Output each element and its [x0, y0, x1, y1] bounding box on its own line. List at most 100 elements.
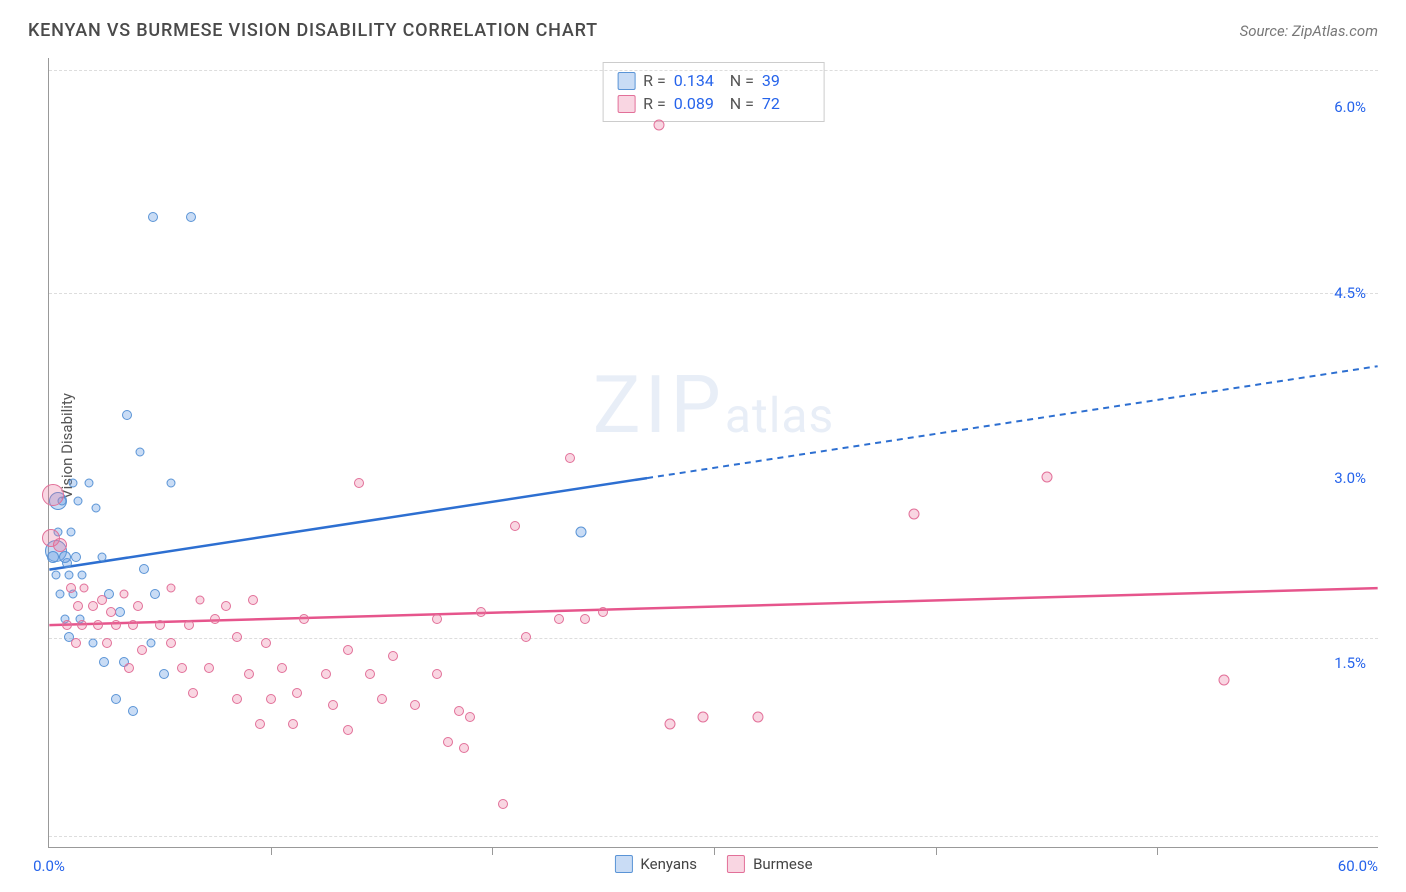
grid-line — [49, 293, 1378, 294]
data-point-kenyans — [166, 478, 175, 487]
data-point-burmese — [354, 478, 364, 488]
data-point-burmese — [753, 712, 764, 723]
data-point-burmese — [328, 700, 338, 710]
data-point-burmese — [377, 694, 387, 704]
data-point-burmese — [598, 607, 608, 617]
data-point-burmese — [248, 595, 258, 605]
r-value-burmese: 0.089 — [674, 94, 722, 113]
data-point-burmese — [93, 620, 103, 630]
legend-label-burmese: Burmese — [753, 855, 813, 873]
swatch-kenyans — [617, 72, 635, 90]
data-point-burmese — [521, 632, 531, 642]
data-point-burmese — [343, 645, 353, 655]
series-legend: Kenyans Burmese — [614, 855, 812, 873]
data-point-burmese — [88, 601, 98, 611]
r-value-kenyans: 0.134 — [674, 71, 722, 90]
data-point-kenyans — [111, 694, 121, 704]
x-tick-label-left: 0.0% — [33, 857, 65, 875]
data-point-burmese — [137, 645, 147, 655]
watermark-zip: ZIP — [593, 358, 725, 452]
data-point-burmese — [459, 743, 469, 753]
data-point-kenyans — [135, 448, 144, 457]
data-point-kenyans — [186, 212, 196, 222]
data-point-kenyans — [150, 589, 160, 599]
data-point-burmese — [97, 595, 107, 605]
data-point-burmese — [321, 669, 331, 679]
data-point-burmese — [299, 614, 309, 624]
data-point-burmese — [184, 620, 194, 630]
trend-line-kenyans — [49, 478, 647, 570]
x-tick — [714, 847, 715, 855]
data-point-burmese — [664, 718, 675, 729]
data-point-burmese — [288, 719, 298, 729]
n-value-kenyans: 39 — [762, 71, 810, 90]
data-point-kenyans — [51, 571, 60, 580]
data-point-burmese — [1218, 675, 1229, 686]
data-point-burmese — [432, 614, 442, 624]
y-tick-label: 6.0% — [1334, 98, 1366, 116]
data-point-burmese — [77, 620, 87, 630]
data-point-burmese — [432, 669, 442, 679]
legend-item-burmese: Burmese — [727, 855, 813, 873]
stats-row-kenyans: R =0.134N =39 — [617, 69, 810, 92]
data-point-burmese — [261, 638, 271, 648]
x-tick — [936, 847, 937, 855]
data-point-burmese — [102, 638, 112, 648]
legend-label-kenyans: Kenyans — [640, 855, 697, 873]
trend-line-burmese — [49, 588, 1377, 625]
data-point-burmese — [292, 688, 302, 698]
data-point-kenyans — [59, 551, 71, 563]
grid-line — [49, 638, 1378, 639]
data-point-burmese — [908, 508, 919, 519]
watermark: ZIP atlas — [593, 358, 835, 452]
data-point-burmese — [277, 663, 287, 673]
data-point-burmese — [232, 632, 242, 642]
data-point-burmese — [343, 725, 353, 735]
data-point-burmese — [133, 601, 143, 611]
data-point-burmese — [42, 484, 64, 506]
data-point-burmese — [106, 607, 116, 617]
data-point-kenyans — [64, 571, 73, 580]
data-point-burmese — [221, 601, 231, 611]
chart-plot-area: ZIP atlas R =0.134N =39R =0.089N =72 Ken… — [48, 58, 1378, 848]
data-point-burmese — [510, 521, 520, 531]
data-point-burmese — [62, 620, 72, 630]
data-point-burmese — [80, 583, 89, 592]
data-point-burmese — [255, 719, 265, 729]
x-tick — [492, 847, 493, 855]
legend-swatch-kenyans — [614, 855, 632, 873]
grid-line — [49, 836, 1378, 837]
data-point-burmese — [454, 706, 464, 716]
data-point-burmese — [697, 712, 708, 723]
data-point-burmese — [410, 700, 420, 710]
grid-line — [49, 70, 1378, 71]
r-label: R = — [643, 94, 666, 113]
data-point-burmese — [244, 669, 254, 679]
data-point-burmese — [554, 614, 564, 624]
watermark-atlas: atlas — [725, 387, 834, 444]
swatch-burmese — [617, 95, 635, 113]
r-label: R = — [643, 71, 666, 90]
data-point-kenyans — [98, 552, 107, 561]
y-tick-label: 4.5% — [1334, 284, 1366, 302]
data-point-burmese — [204, 663, 214, 673]
n-label: N = — [730, 94, 754, 113]
data-point-kenyans — [159, 669, 169, 679]
data-point-kenyans — [139, 564, 149, 574]
data-point-burmese — [232, 694, 242, 704]
data-point-kenyans — [122, 410, 132, 420]
data-point-kenyans — [84, 478, 93, 487]
data-point-burmese — [1041, 471, 1052, 482]
y-tick-label: 3.0% — [1334, 469, 1366, 487]
data-point-burmese — [128, 620, 138, 630]
data-point-burmese — [177, 663, 187, 673]
data-point-burmese — [498, 799, 508, 809]
data-point-kenyans — [128, 706, 138, 716]
data-point-burmese — [188, 688, 198, 698]
data-point-burmese — [388, 651, 398, 661]
legend-item-kenyans: Kenyans — [614, 855, 697, 873]
data-point-kenyans — [148, 212, 158, 222]
trend-lines-svg — [49, 58, 1378, 847]
chart-title: KENYAN VS BURMESE VISION DISABILITY CORR… — [28, 20, 598, 41]
trend-line-dashed-kenyans — [647, 366, 1378, 478]
